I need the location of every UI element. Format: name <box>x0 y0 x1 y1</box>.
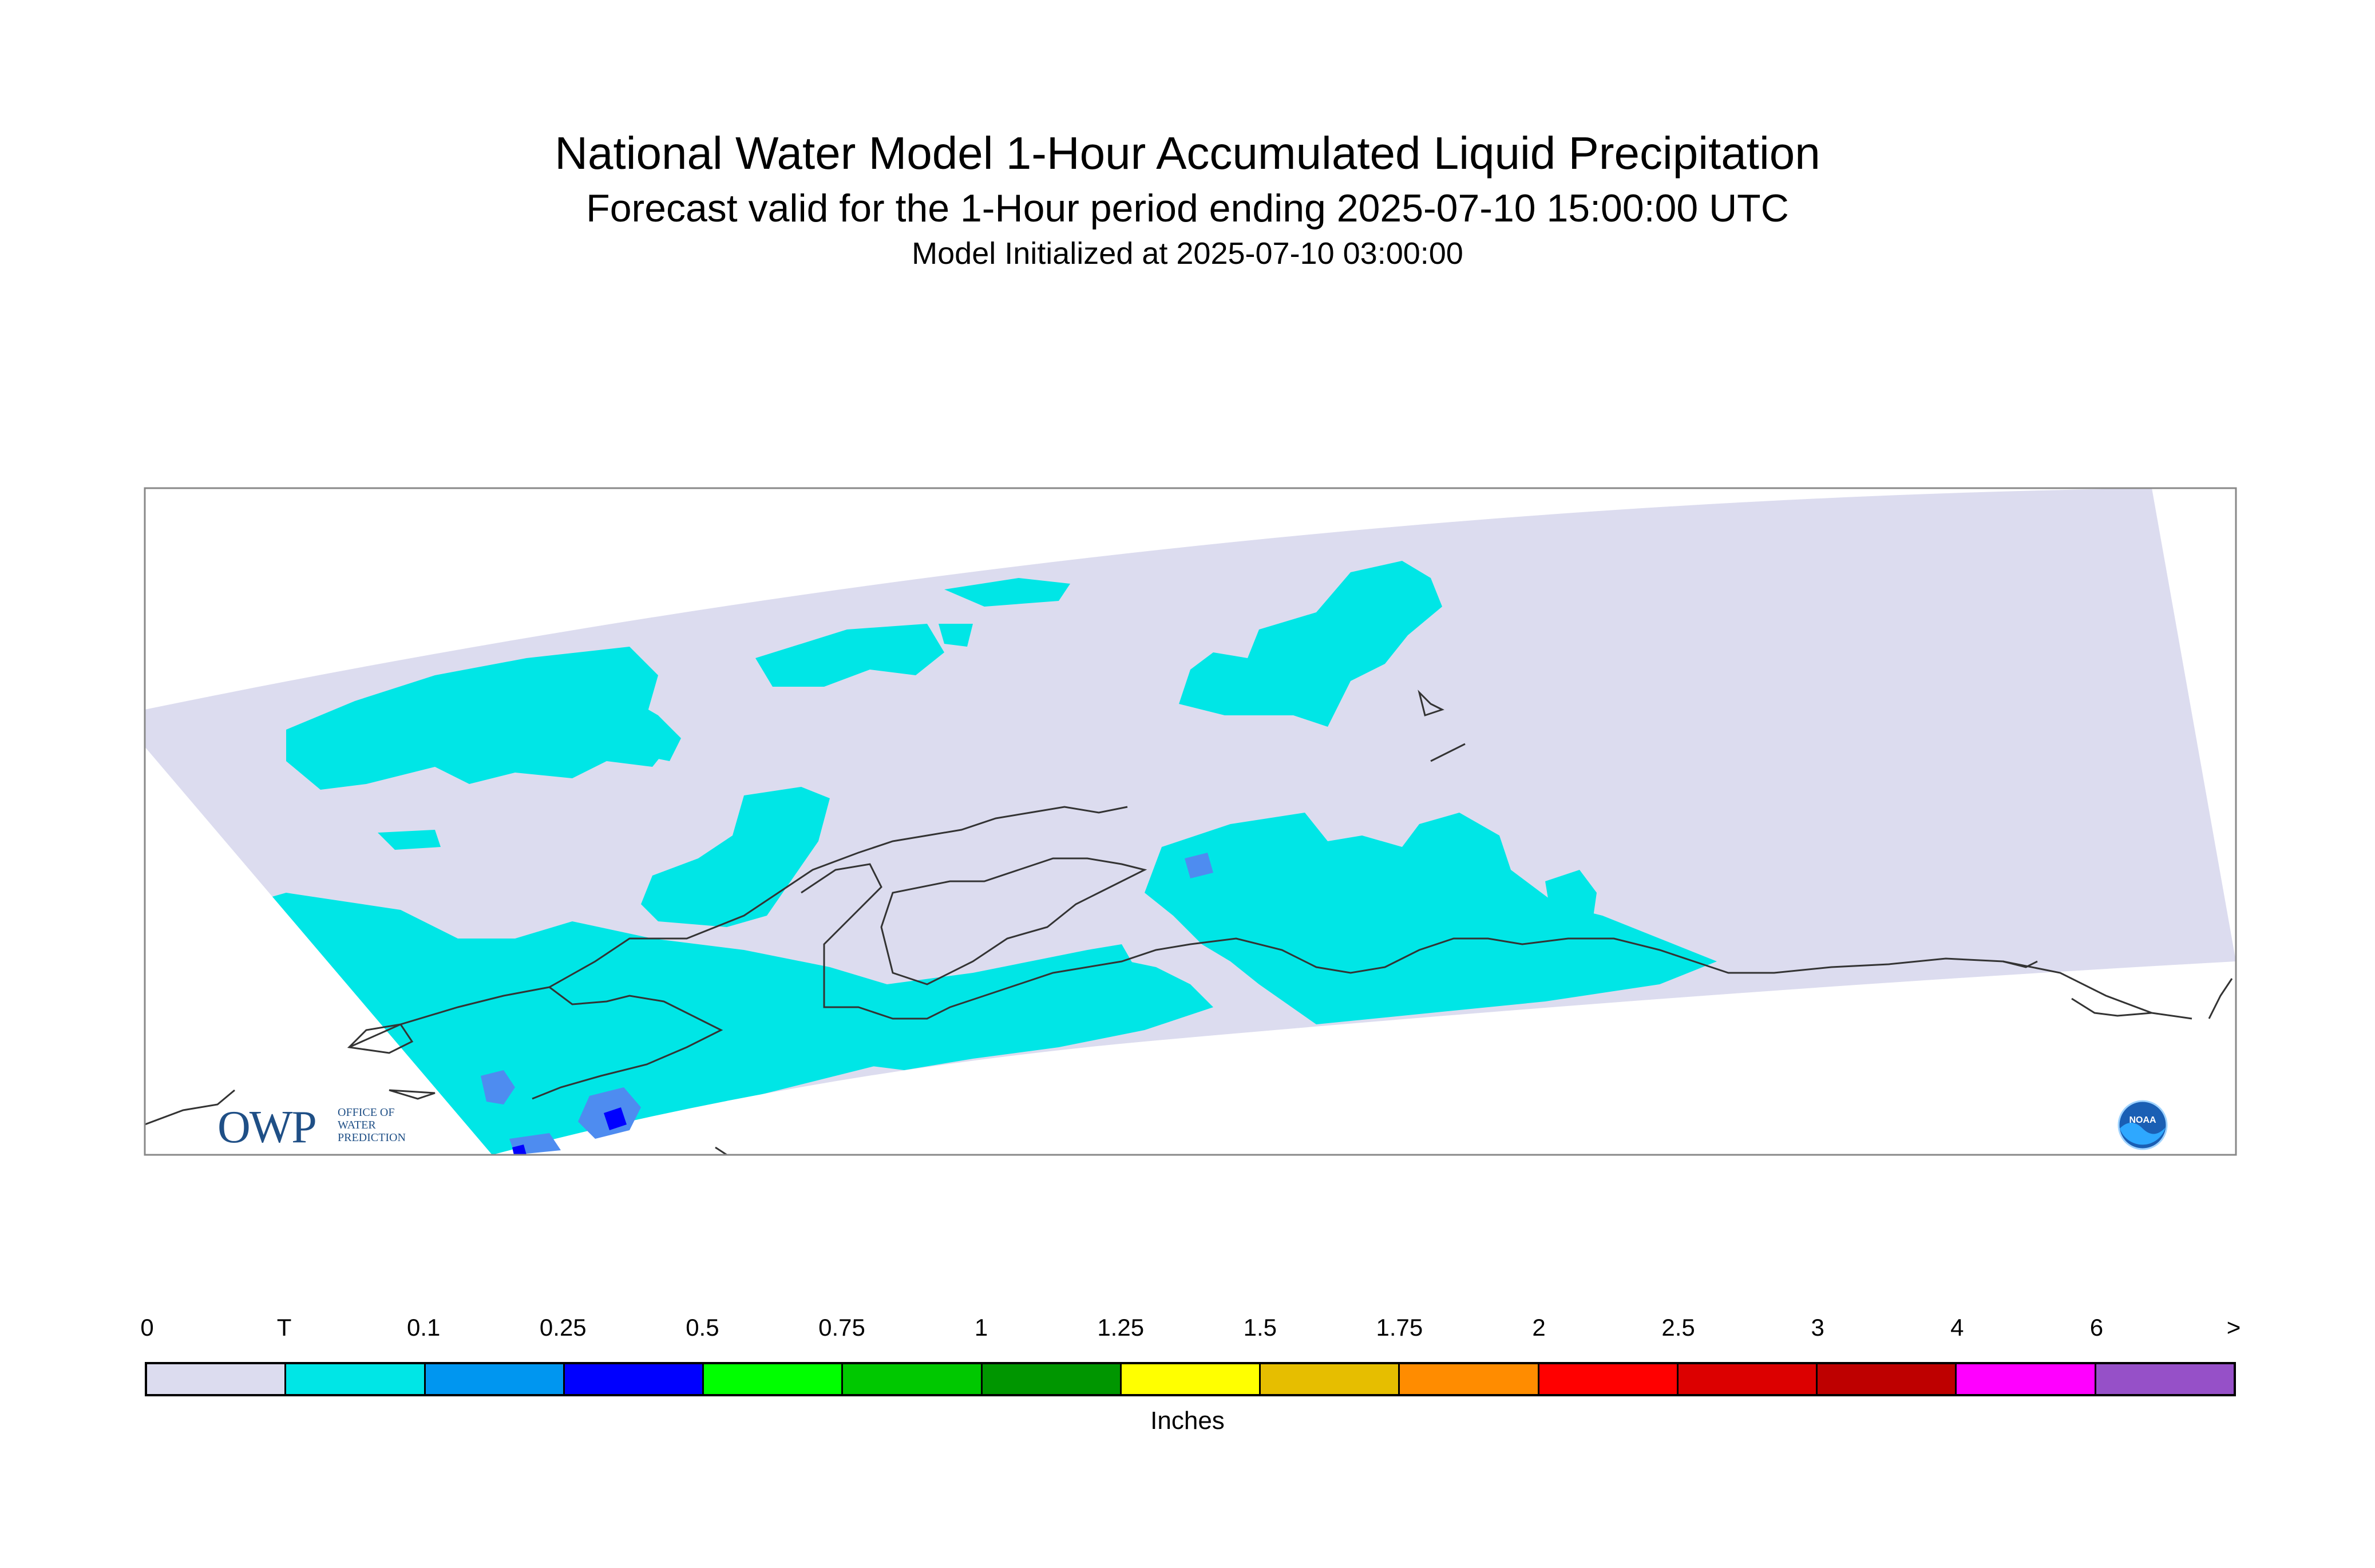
owp-line-3: PREDICTION <box>338 1131 406 1144</box>
map-frame <box>144 487 2237 1156</box>
legend-label: 0 <box>140 1314 154 1341</box>
legend-swatch <box>1400 1364 1539 1394</box>
legend-units: Inches <box>1150 1407 1225 1435</box>
noaa-logo-text: NOAA <box>2129 1115 2156 1125</box>
legend-label: 1.5 <box>1243 1314 1277 1341</box>
owp-line-2: WATER <box>338 1119 376 1131</box>
legend-swatch <box>1818 1364 1957 1394</box>
legend-swatch <box>843 1364 983 1394</box>
legend-swatch <box>982 1364 1122 1394</box>
legend-label: 0.75 <box>818 1314 865 1341</box>
legend-label: 2.5 <box>1661 1314 1695 1341</box>
legend-swatch <box>425 1364 565 1394</box>
init-subtitle: Model Initialized at 2025-07-10 03:00:00 <box>912 236 1463 271</box>
legend-swatch <box>564 1364 704 1394</box>
legend-swatch <box>1121 1364 1261 1394</box>
legend-labels: 0 T 0.1 0.25 0.5 0.75 1 1.25 1.5 1.75 2 2.5 3 4 6 > <box>0 1314 2375 1354</box>
owp-line-1: OFFICE OF <box>338 1106 395 1119</box>
legend-swatch <box>147 1364 287 1394</box>
coastlines <box>145 690 2233 1155</box>
legend-swatch <box>2096 1364 2234 1394</box>
legend-label: 1.25 <box>1097 1314 1145 1341</box>
owp-logo: OWP OFFICE OF WATER PREDICTION <box>217 1102 435 1153</box>
legend-label: 1 <box>974 1314 988 1341</box>
legend-label: 0.25 <box>539 1314 587 1341</box>
owp-logo-text: OWP <box>217 1102 317 1153</box>
legend-colorbar <box>145 1362 2236 1396</box>
legend-label: 4 <box>1950 1314 1964 1341</box>
legend-label: 3 <box>1811 1314 1824 1341</box>
legend-label: 6 <box>2089 1314 2104 1341</box>
trace-precip-areas <box>145 561 1717 1155</box>
owp-logo-subtext: OFFICE OF WATER PREDICTION <box>338 1106 406 1144</box>
legend-swatch <box>1678 1364 1818 1394</box>
legend-label: > <box>2226 1314 2241 1341</box>
legend-swatch <box>1957 1364 2096 1394</box>
noaa-logo: NOAA <box>2117 1100 2168 1150</box>
legend-label: 1.75 <box>1376 1314 1423 1341</box>
legend-label: 0.5 <box>686 1314 719 1341</box>
legend-swatch <box>1261 1364 1400 1394</box>
legend-swatch <box>286 1364 426 1394</box>
chart-title: National Water Model 1-Hour Accumulated … <box>555 128 1820 179</box>
legend-label: 2 <box>1532 1314 1546 1341</box>
legend-swatch <box>704 1364 844 1394</box>
medium-precip-areas <box>512 1107 627 1155</box>
legend-swatch <box>1539 1364 1679 1394</box>
legend-label: 0.1 <box>406 1314 441 1341</box>
forecast-subtitle: Forecast valid for the 1-Hour period end… <box>586 187 1789 230</box>
legend-label: T <box>276 1314 292 1341</box>
